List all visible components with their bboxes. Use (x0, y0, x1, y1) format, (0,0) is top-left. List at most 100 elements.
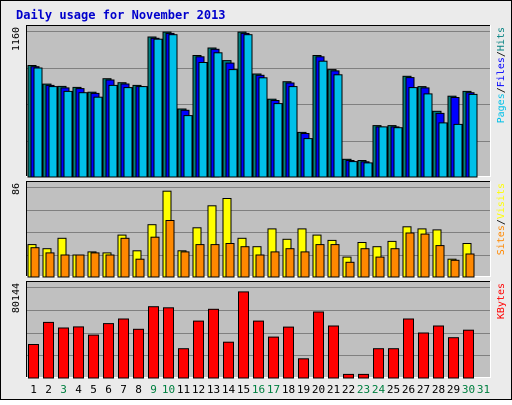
bar-kbytes-day-11 (178, 348, 189, 379)
x-tick-label-day-25: 25 (387, 383, 400, 396)
bar-sites-day-23 (360, 248, 370, 278)
x-tick-label-day-26: 26 (402, 383, 415, 396)
y-axis-legend: KBytes (496, 283, 507, 319)
chart-title: Daily usage for November 2013 (16, 8, 226, 22)
x-tick-label-day-21: 21 (327, 383, 340, 396)
x-tick-label-day-5: 5 (90, 383, 97, 396)
x-tick-label-day-23: 23 (357, 383, 370, 396)
x-tick-label-day-14: 14 (222, 383, 236, 396)
y-max-label: 80144 (11, 283, 22, 313)
x-tick-label-day-16: 16 (252, 383, 265, 396)
bar-kbytes-day-3 (58, 327, 69, 379)
bar-sites-day-26 (405, 232, 415, 278)
bar-kbytes-day-7 (118, 318, 129, 379)
bar-sites-day-17 (270, 251, 280, 278)
bar-sites-day-10 (165, 220, 175, 278)
bar-kbytes-day-10 (163, 307, 174, 379)
x-tick-label-day-17: 17 (267, 383, 280, 396)
bar-pages-day-12 (198, 62, 208, 178)
x-tick-label-day-28: 28 (432, 383, 445, 396)
bar-sites-day-28 (435, 245, 445, 278)
bar-kbytes-day-14 (223, 341, 234, 379)
bar-kbytes-day-17 (268, 336, 279, 379)
x-tick-label-day-4: 4 (75, 383, 82, 396)
x-tick-label-day-24: 24 (372, 383, 386, 396)
bar-pages-day-8 (138, 86, 148, 178)
bar-pages-day-7 (123, 87, 133, 178)
bar-pages-day-21 (333, 74, 343, 178)
y-axis-legend: Sites/Visits (496, 183, 507, 255)
bar-pages-day-22 (348, 161, 358, 178)
bar-kbytes-day-24 (373, 348, 384, 379)
x-tick-label-day-6: 6 (105, 383, 112, 396)
bar-kbytes-day-8 (133, 328, 144, 379)
bar-sites-day-30 (465, 253, 475, 278)
bar-sites-day-29 (450, 259, 460, 278)
bar-sites-day-21 (330, 244, 340, 278)
x-tick-label-day-22: 22 (342, 383, 355, 396)
bar-sites-day-18 (285, 248, 295, 278)
legend-part-4: Hits (496, 27, 507, 51)
legend-part-1: / (496, 219, 507, 225)
bar-kbytes-day-5 (88, 334, 99, 379)
y-max-label: 86 (11, 183, 22, 195)
x-tick-label-day-29: 29 (447, 383, 460, 396)
bar-pages-day-1 (33, 67, 43, 178)
bar-kbytes-day-16 (253, 320, 264, 379)
bar-pages-day-13 (213, 52, 223, 178)
x-tick-label-day-9: 9 (150, 383, 157, 396)
bar-kbytes-day-20 (313, 311, 324, 379)
bar-pages-day-28 (438, 122, 448, 178)
x-tick-label-day-13: 13 (207, 383, 220, 396)
bar-pages-day-16 (258, 77, 268, 178)
bar-pages-day-5 (93, 96, 103, 178)
bar-sites-day-4 (75, 254, 85, 278)
x-tick-label-day-31: 31 (477, 383, 490, 396)
legend-part-2: Files (496, 57, 507, 87)
bar-pages-day-20 (318, 60, 328, 178)
legend-part-0: KBytes (496, 283, 507, 319)
bar-kbytes-day-29 (448, 337, 459, 379)
x-tick-label-day-12: 12 (192, 383, 205, 396)
bar-kbytes-day-9 (148, 306, 159, 379)
bar-kbytes-day-27 (418, 332, 429, 379)
bar-pages-day-25 (393, 127, 403, 178)
bar-sites-day-5 (90, 252, 100, 278)
bar-sites-day-11 (180, 251, 190, 278)
bar-sites-day-15 (240, 246, 250, 278)
bar-kbytes-day-22 (343, 373, 354, 379)
bar-sites-day-3 (60, 254, 70, 278)
x-tick-label-day-27: 27 (417, 383, 430, 396)
x-tick-label-day-30: 30 (462, 383, 475, 396)
bar-sites-day-25 (390, 248, 400, 278)
legend-part-0: Sites (496, 225, 507, 255)
bar-kbytes-day-15 (238, 291, 249, 379)
x-tick-label-day-20: 20 (312, 383, 325, 396)
bar-kbytes-day-26 (403, 318, 414, 379)
panel-sites-visits: 86 Sites/Visits (11, 181, 507, 278)
bar-pages-day-27 (423, 93, 433, 178)
bar-pages-day-18 (288, 86, 298, 178)
bar-sites-day-20 (315, 244, 325, 278)
bar-kbytes-day-4 (73, 326, 84, 379)
bar-kbytes-day-1 (28, 344, 39, 379)
bar-sites-day-6 (105, 254, 115, 278)
y-axis-legend: Pages/Files/Hits (496, 27, 507, 123)
bar-kbytes-day-13 (208, 308, 219, 379)
x-tick-label-day-10: 10 (162, 383, 175, 396)
x-tick-label-day-8: 8 (135, 383, 142, 396)
bar-pages-day-15 (243, 34, 253, 178)
bar-kbytes-day-25 (388, 348, 399, 379)
bar-kbytes-day-23 (358, 373, 369, 379)
x-tick-label-day-11: 11 (177, 383, 190, 396)
bar-pages-day-11 (183, 115, 193, 178)
bar-sites-day-22 (345, 261, 355, 278)
bar-kbytes-day-12 (193, 320, 204, 379)
bar-sites-day-16 (255, 254, 265, 278)
bar-kbytes-day-21 (328, 325, 339, 379)
x-tick-label-day-2: 2 (45, 383, 52, 396)
